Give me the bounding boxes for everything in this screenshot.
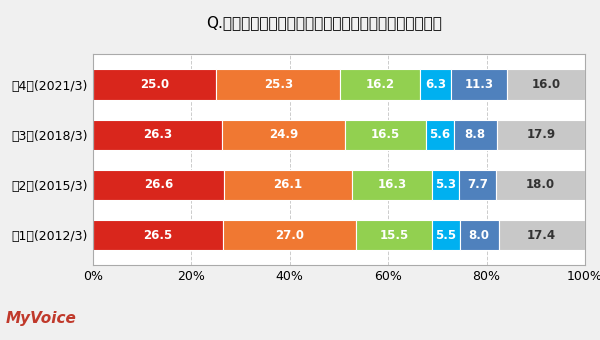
Bar <box>224 170 352 200</box>
Bar <box>340 69 420 100</box>
Bar <box>223 220 356 250</box>
Bar <box>497 120 585 150</box>
Text: 6.3: 6.3 <box>425 78 446 91</box>
Text: 16.0: 16.0 <box>532 78 560 91</box>
Bar <box>356 220 433 250</box>
Bar <box>460 220 499 250</box>
Bar <box>458 170 496 200</box>
Bar <box>499 220 584 250</box>
Text: 26.1: 26.1 <box>274 178 302 191</box>
Bar <box>496 170 585 200</box>
Bar <box>451 69 507 100</box>
Text: 26.5: 26.5 <box>143 228 173 242</box>
Bar <box>345 120 426 150</box>
Bar <box>507 69 586 100</box>
Text: 5.6: 5.6 <box>429 128 451 141</box>
Text: 16.2: 16.2 <box>366 78 395 91</box>
Text: 25.3: 25.3 <box>263 78 293 91</box>
Text: 5.3: 5.3 <box>435 178 456 191</box>
Bar <box>223 120 345 150</box>
Text: 27.0: 27.0 <box>275 228 304 242</box>
Bar <box>93 69 216 100</box>
Text: 26.3: 26.3 <box>143 128 172 141</box>
Text: 24.9: 24.9 <box>269 128 298 141</box>
Bar <box>93 220 223 250</box>
Bar <box>93 170 224 200</box>
Text: 15.5: 15.5 <box>380 228 409 242</box>
Bar <box>420 69 451 100</box>
Text: 5.5: 5.5 <box>436 228 457 242</box>
Text: Q.眼鏡を何個持っていますか？　（サングラスは除く）: Q.眼鏡を何個持っていますか？ （サングラスは除く） <box>206 15 442 30</box>
Bar <box>352 170 433 200</box>
Text: 17.9: 17.9 <box>526 128 556 141</box>
Bar <box>216 69 340 100</box>
Text: 11.3: 11.3 <box>464 78 493 91</box>
Bar <box>454 120 497 150</box>
Bar <box>433 220 460 250</box>
Bar <box>426 120 454 150</box>
Text: 25.0: 25.0 <box>140 78 169 91</box>
Text: 16.3: 16.3 <box>378 178 407 191</box>
Text: 17.4: 17.4 <box>527 228 556 242</box>
Text: 7.7: 7.7 <box>467 178 488 191</box>
Text: 8.0: 8.0 <box>469 228 490 242</box>
Text: 18.0: 18.0 <box>526 178 555 191</box>
Bar <box>93 120 223 150</box>
Text: 16.5: 16.5 <box>371 128 400 141</box>
Bar <box>433 170 458 200</box>
Text: 8.8: 8.8 <box>465 128 486 141</box>
Text: MyVoice: MyVoice <box>6 311 77 326</box>
Text: 26.6: 26.6 <box>144 178 173 191</box>
